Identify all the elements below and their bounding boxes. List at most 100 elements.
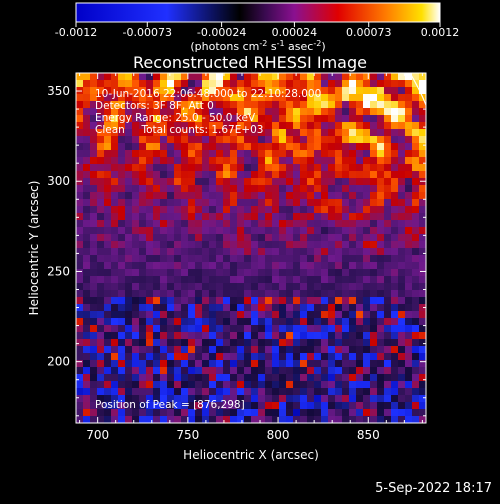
heatmap-cell [76, 157, 84, 165]
heatmap-cell [195, 150, 203, 158]
heatmap-cell [97, 192, 105, 200]
heatmap-cell [83, 199, 91, 207]
heatmap-cell [181, 80, 189, 88]
heatmap-cell [181, 115, 189, 123]
heatmap-cell [209, 255, 217, 263]
heatmap-cell [307, 164, 315, 172]
heatmap-cell [132, 227, 140, 235]
heatmap-cell [335, 276, 343, 284]
heatmap-cell [391, 143, 399, 151]
heatmap-cell [321, 262, 329, 270]
heatmap-cell [111, 108, 119, 116]
heatmap-cell [419, 199, 427, 207]
heatmap-cell [209, 248, 217, 256]
heatmap-cell [195, 402, 203, 410]
heatmap-cell [209, 332, 217, 340]
heatmap-cell [83, 248, 91, 256]
heatmap-cell [181, 171, 189, 179]
heatmap-cell [118, 108, 126, 116]
heatmap-cell [76, 143, 84, 151]
heatmap-cell [398, 360, 406, 368]
heatmap-cell [153, 213, 161, 221]
heatmap-cell [391, 220, 399, 228]
heatmap-cell [195, 332, 203, 340]
heatmap-cell [335, 339, 343, 347]
heatmap-cell [146, 80, 154, 88]
heatmap-cell [328, 143, 336, 151]
heatmap-cell [90, 388, 98, 396]
heatmap-cell [335, 122, 343, 130]
colorbar-units: (photons cm-2 s-1 asec-2) [190, 39, 325, 53]
heatmap-cell [363, 150, 371, 158]
heatmap-cell [293, 381, 301, 389]
heatmap-cell [342, 346, 350, 354]
heatmap-cell [97, 101, 105, 109]
heatmap-cell [76, 227, 84, 235]
heatmap-cell [83, 101, 91, 109]
heatmap-cell [76, 171, 84, 179]
heatmap-cell [97, 241, 105, 249]
heatmap-cell [230, 234, 238, 242]
heatmap-cell [230, 332, 238, 340]
heatmap-cell [76, 80, 84, 88]
heatmap-cell [342, 304, 350, 312]
heatmap-cell [363, 157, 371, 165]
heatmap-cell [167, 360, 175, 368]
heatmap-cell [349, 80, 357, 88]
heatmap-cell [286, 304, 294, 312]
heatmap-cell [188, 143, 196, 151]
heatmap-cell [328, 241, 336, 249]
heatmap-cell [146, 220, 154, 228]
heatmap-cell [279, 332, 287, 340]
x-tick-label: 750 [176, 428, 199, 442]
heatmap-cell [209, 108, 217, 116]
heatmap-cell [405, 122, 413, 130]
heatmap-cell [90, 234, 98, 242]
heatmap-cell [139, 311, 147, 319]
heatmap-cell [335, 178, 343, 186]
heatmap-cell [244, 101, 252, 109]
heatmap-cell [391, 311, 399, 319]
heatmap-cell [216, 402, 224, 410]
heatmap-cell [321, 388, 329, 396]
heatmap-cell [230, 178, 238, 186]
heatmap-cell [272, 353, 280, 361]
heatmap-cell [293, 416, 301, 424]
heatmap-cell [244, 129, 252, 137]
heatmap-cell [160, 402, 168, 410]
heatmap-cell [398, 325, 406, 333]
heatmap-cell [419, 108, 427, 116]
heatmap-cell [342, 115, 350, 123]
heatmap-cell [314, 353, 322, 361]
heatmap-cell [167, 199, 175, 207]
heatmap-cell [90, 297, 98, 305]
heatmap-cell [384, 409, 392, 417]
heatmap-cell [111, 234, 119, 242]
heatmap-cell [384, 395, 392, 403]
heatmap-cell [174, 297, 182, 305]
heatmap-cell [251, 311, 259, 319]
heatmap-cell [293, 185, 301, 193]
heatmap-cell [356, 402, 364, 410]
heatmap-cell [279, 353, 287, 361]
heatmap-cell [188, 409, 196, 417]
heatmap-cell [279, 73, 287, 81]
heatmap-cell [118, 353, 126, 361]
heatmap-cell [391, 206, 399, 214]
heatmap-cell [111, 178, 119, 186]
heatmap-cell [146, 360, 154, 368]
heatmap-cell [111, 304, 119, 312]
heatmap-cell [216, 143, 224, 151]
heatmap-cell [405, 241, 413, 249]
heatmap-cell [209, 325, 217, 333]
heatmap-cell [342, 227, 350, 235]
heatmap-cell [111, 129, 119, 137]
heatmap-cell [153, 290, 161, 298]
heatmap-cell [118, 227, 126, 235]
heatmap-cell [90, 101, 98, 109]
heatmap-cell [139, 115, 147, 123]
heatmap-cell [76, 388, 84, 396]
heatmap-cell [132, 346, 140, 354]
heatmap-cell [412, 73, 420, 81]
heatmap-cell [125, 325, 133, 333]
